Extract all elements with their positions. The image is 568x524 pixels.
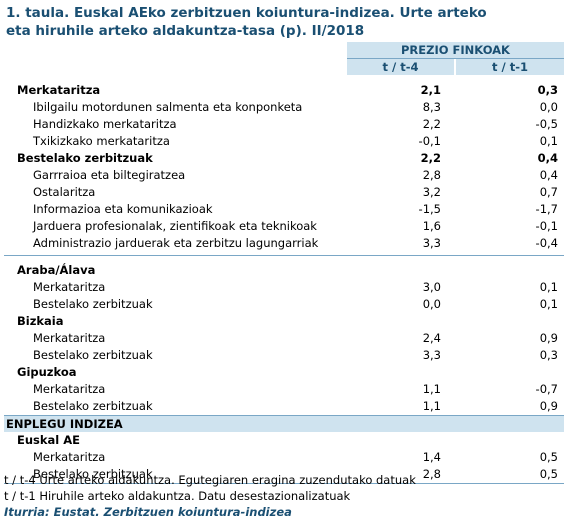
section-label: Araba/Álava (17, 263, 96, 277)
row-value-yoy: 0,0 (422, 297, 441, 311)
data-table: PREZIO FINKOAK t / t-4 t / t-1 Merkatari… (4, 42, 564, 484)
row-value-yoy: 2,2 (420, 151, 441, 165)
table-row: Merkataritza 2,4 0,9 (4, 330, 564, 347)
table-row: Ostalaritza 3,2 0,7 (4, 184, 564, 201)
section-euskal-ae: Euskal AE (4, 432, 564, 449)
employment-band: ENPLEGU INDIZEA (4, 415, 564, 432)
title-line-1: 1. taula. Euskal AEko zerbitzuen koiuntu… (6, 5, 487, 21)
section-araba: Araba/Álava (4, 262, 564, 279)
footnote-qoq: t / t-1 Hiruhile arteko aldakuntza. Datu… (4, 489, 351, 503)
row-value-yoy: 2,4 (422, 331, 441, 345)
row-value-qoq: 0,3 (539, 348, 558, 362)
table-row: Merkataritza 1,1 -0,7 (4, 381, 564, 398)
row-value-qoq: 0,0 (539, 100, 558, 114)
row-value-qoq: 0,9 (539, 399, 558, 413)
header-columns-row: t / t-4 t / t-1 (4, 59, 564, 76)
row-value-qoq: -0,4 (535, 236, 558, 250)
row-label: Merkataritza (33, 382, 106, 396)
row-value-yoy: 2,8 (422, 467, 441, 481)
row-value-qoq: 0,5 (539, 467, 558, 481)
row-value-yoy: 1,1 (422, 382, 441, 396)
column-header-yoy: t / t-4 (347, 59, 454, 75)
row-value-qoq: -0,1 (535, 219, 558, 233)
row-label: Merkataritza (33, 331, 106, 345)
row-label: Administrazio jarduerak eta zerbitzu lag… (33, 236, 319, 250)
row-value-yoy: 1,1 (422, 399, 441, 413)
row-value-yoy: 3,3 (422, 348, 441, 362)
row-value-yoy: -0,1 (418, 134, 441, 148)
table-row: Handizkako merkataritza 2,2 -0,5 (4, 116, 564, 133)
table-row: Ibilgailu motordunen salmenta eta konpon… (4, 99, 564, 116)
row-value-yoy: 2,1 (420, 83, 441, 97)
row-value-yoy: 1,6 (422, 219, 441, 233)
row-label: Bestelako zerbitzuak (33, 348, 153, 362)
table-row: Merkataritza 3,0 0,1 (4, 279, 564, 296)
row-label: Jarduera profesionalak, zientifikoak eta… (33, 219, 317, 233)
row-label: Merkataritza (33, 450, 106, 464)
table-row: Bestelako zerbitzuak 2,8 0,5 (4, 466, 564, 484)
table-row: Bestelako zerbitzuak 0,0 0,1 (4, 296, 564, 313)
row-value-qoq: 0,1 (539, 297, 558, 311)
section-label: Euskal AE (17, 433, 80, 447)
section-gipuzkoa: Gipuzkoa (4, 364, 564, 381)
row-value-yoy: 3,2 (422, 185, 441, 199)
row-value-yoy: 1,4 (422, 450, 441, 464)
row-value-yoy: 3,3 (422, 236, 441, 250)
row-label: Bestelako zerbitzuak (33, 399, 153, 413)
footnotes: t / t-4 Urte arteko aldakuntza. Egutegia… (4, 472, 416, 520)
row-value-qoq: 0,1 (539, 280, 558, 294)
table-row-merkataritza: Merkataritza 2,1 0,3 (4, 82, 564, 99)
row-label: Merkataritza (17, 83, 101, 97)
row-value-qoq: 0,9 (539, 331, 558, 345)
row-value-yoy: 8,3 (422, 100, 441, 114)
header-group-row: PREZIO FINKOAK (4, 42, 564, 59)
header-group-label: PREZIO FINKOAK (401, 43, 510, 57)
table-row: Merkataritza 1,4 0,5 (4, 449, 564, 466)
row-value-qoq: 0,5 (539, 450, 558, 464)
row-value-qoq: 0,1 (539, 134, 558, 148)
title-line-2: eta hiruhile arteko aldakuntza-tasa (p).… (6, 23, 365, 39)
table-row: Informazioa eta komunikazioak -1,5 -1,7 (4, 201, 564, 218)
row-value-qoq: -1,7 (535, 202, 558, 216)
row-label: Ostalaritza (33, 185, 96, 199)
row-value-yoy: 3,0 (422, 280, 441, 294)
footnote-yoy: t / t-4 Urte arteko aldakuntza. Egutegia… (4, 473, 416, 487)
row-value-qoq: -0,7 (535, 382, 558, 396)
row-value-yoy: 2,8 (422, 168, 441, 182)
row-label: Bestelako zerbitzuak (33, 467, 153, 481)
row-value-qoq: 0,4 (539, 168, 558, 182)
table-row: Administrazio jarduerak eta zerbitzu lag… (4, 235, 564, 252)
row-label: Merkataritza (33, 280, 106, 294)
row-label: Garrraioa eta biltegiratzea (33, 168, 186, 182)
section-bizkaia: Bizkaia (4, 313, 564, 330)
table-row: Garrraioa eta biltegiratzea 2,8 0,4 (4, 167, 564, 184)
column-header-qoq: t / t-1 (456, 59, 564, 75)
row-label: Bestelako zerbitzuak (17, 151, 153, 165)
row-label: Bestelako zerbitzuak (33, 297, 153, 311)
row-value-qoq: 0,3 (537, 83, 558, 97)
section-label: Gipuzkoa (17, 365, 77, 379)
row-label: Txikizkako merkataritza (33, 134, 170, 148)
row-value-yoy: 2,2 (422, 117, 441, 131)
table-title: 1. taula. Euskal AEko zerbitzuen koiuntu… (6, 4, 562, 40)
section-label: Bizkaia (17, 314, 64, 328)
table-row-bestelako: Bestelako zerbitzuak 2,2 0,4 (4, 150, 564, 167)
table-row: Txikizkako merkataritza -0,1 0,1 (4, 133, 564, 150)
row-label: Informazioa eta komunikazioak (33, 202, 213, 216)
table-row: Jarduera profesionalak, zientifikoak eta… (4, 218, 564, 235)
row-value-yoy: -1,5 (418, 202, 441, 216)
table-row: Bestelako zerbitzuak 1,1 0,9 (4, 398, 564, 415)
header-group-band: PREZIO FINKOAK (347, 42, 564, 59)
row-value-qoq: 0,4 (537, 151, 558, 165)
row-value-qoq: -0,5 (535, 117, 558, 131)
row-label: Ibilgailu motordunen salmenta eta konpon… (33, 100, 303, 114)
row-label: Handizkako merkataritza (33, 117, 177, 131)
row-value-qoq: 0,7 (539, 185, 558, 199)
table-row: Bestelako zerbitzuak 3,3 0,3 (4, 347, 564, 364)
source-note: Iturria: Eustat. Zerbitzuen koiuntura-in… (4, 505, 292, 519)
